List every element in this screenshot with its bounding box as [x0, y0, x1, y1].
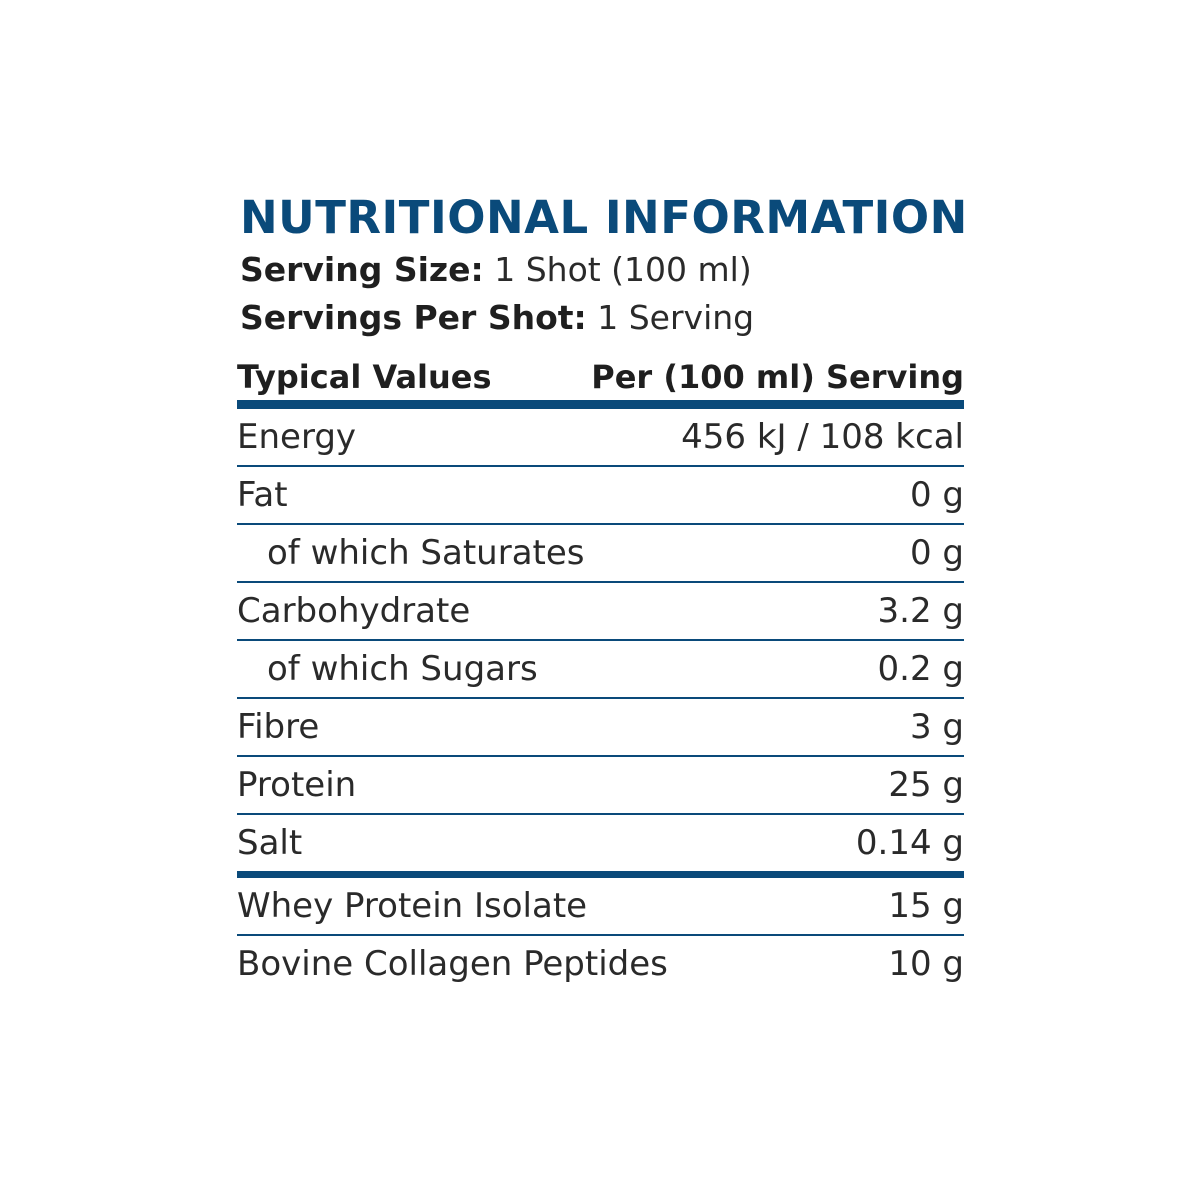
table-row-salt: Salt 0.14 g [237, 815, 964, 871]
row-label: Bovine Collagen Peptides [237, 944, 668, 984]
row-label: of which Sugars [267, 649, 538, 689]
row-value: 0 g [909, 533, 964, 573]
row-value: 0.14 g [855, 823, 964, 863]
row-value: 3 g [909, 707, 964, 747]
table-row-sugars: of which Sugars 0.2 g [237, 641, 964, 697]
servings-per-label: Servings Per Shot: [240, 298, 587, 337]
row-label: of which Saturates [267, 533, 585, 573]
row-divider [237, 813, 964, 815]
table-row-energy: Energy 456 kJ / 108 kcal [237, 409, 964, 465]
row-divider [237, 639, 964, 641]
header-typical-values: Typical Values [237, 358, 492, 396]
row-value: 3.2 g [877, 591, 964, 631]
row-label: Whey Protein Isolate [237, 886, 588, 926]
row-divider [237, 581, 964, 583]
section-divider [237, 871, 964, 878]
serving-size-value: 1 Shot (100 ml) [494, 250, 752, 289]
row-label: Protein [237, 765, 357, 805]
table-row-bovine-collagen: Bovine Collagen Peptides 10 g [237, 936, 964, 992]
row-label: Fibre [237, 707, 320, 747]
table-row-saturates: of which Saturates 0 g [237, 525, 964, 581]
row-value: 10 g [888, 944, 964, 984]
row-label: Salt [237, 823, 303, 863]
table-row-carbohydrate: Carbohydrate 3.2 g [237, 583, 964, 639]
row-label: Carbohydrate [237, 591, 471, 631]
row-value: 0.2 g [877, 649, 964, 689]
row-value: 25 g [888, 765, 964, 805]
serving-size-label: Serving Size: [240, 250, 484, 289]
table-row-protein: Protein 25 g [237, 757, 964, 813]
row-divider [237, 934, 964, 936]
row-divider [237, 465, 964, 467]
table-header: Typical Values Per (100 ml) Serving [237, 342, 964, 400]
row-divider [237, 755, 964, 757]
servings-per-line: Servings Per Shot: 1 Serving [240, 294, 964, 342]
nutrition-panel: NUTRITIONAL INFORMATION Serving Size: 1 … [237, 190, 968, 992]
row-value: 456 kJ / 108 kcal [681, 417, 964, 457]
servings-per-value: 1 Serving [597, 298, 755, 337]
row-label: Energy [237, 417, 357, 457]
row-divider [237, 523, 964, 525]
table-row-fibre: Fibre 3 g [237, 699, 964, 755]
row-divider [237, 697, 964, 699]
panel-title: NUTRITIONAL INFORMATION [240, 191, 968, 244]
row-value: 15 g [888, 886, 964, 926]
row-label: Fat [237, 475, 288, 515]
table-row-fat: Fat 0 g [237, 467, 964, 523]
header-divider [237, 400, 964, 409]
row-value: 0 g [909, 475, 964, 515]
serving-size-line: Serving Size: 1 Shot (100 ml) [240, 246, 964, 294]
table-row-whey-protein-isolate: Whey Protein Isolate 15 g [237, 878, 964, 934]
header-per-serving: Per (100 ml) Serving [591, 358, 964, 396]
